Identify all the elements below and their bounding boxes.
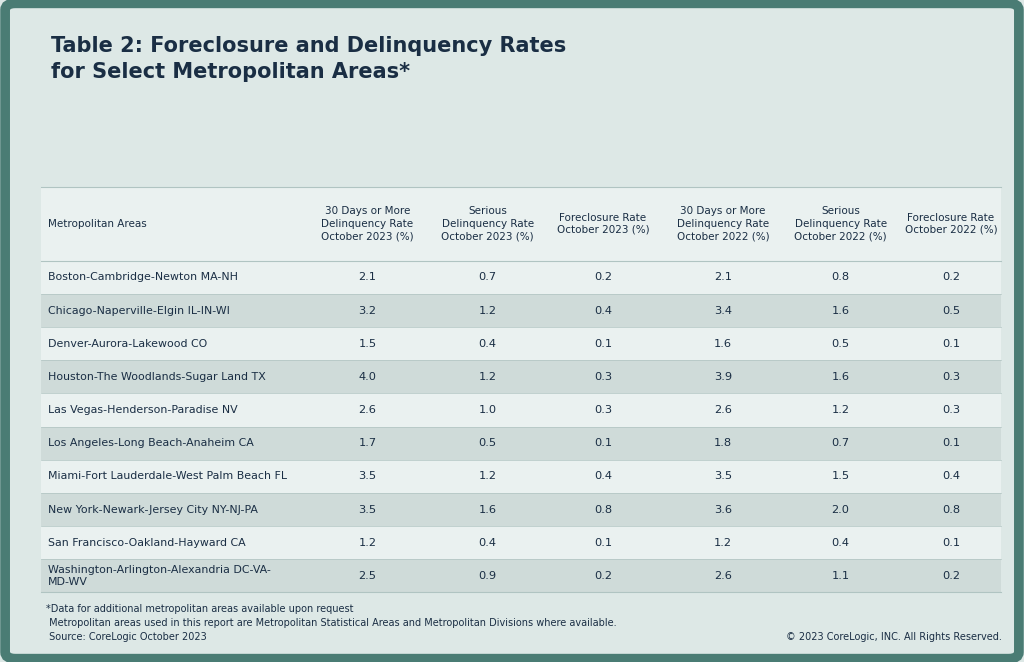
Text: 2.6: 2.6 <box>714 405 732 415</box>
Text: Houston-The Woodlands-Sugar Land TX: Houston-The Woodlands-Sugar Land TX <box>48 372 266 382</box>
Text: 4.0: 4.0 <box>358 372 377 382</box>
Text: 0.7: 0.7 <box>831 438 850 448</box>
Text: 0.2: 0.2 <box>594 571 612 581</box>
Text: Denver-Aurora-Lakewood CO: Denver-Aurora-Lakewood CO <box>48 339 208 349</box>
Text: 1.0: 1.0 <box>478 405 497 415</box>
Text: 3.4: 3.4 <box>714 306 732 316</box>
Text: 1.5: 1.5 <box>358 339 377 349</box>
Text: 2.5: 2.5 <box>358 571 377 581</box>
Text: 0.4: 0.4 <box>478 339 497 349</box>
Text: 3.6: 3.6 <box>714 504 732 514</box>
Text: Las Vegas-Henderson-Paradise NV: Las Vegas-Henderson-Paradise NV <box>48 405 238 415</box>
Text: Miami-Fort Lauderdale-West Palm Beach FL: Miami-Fort Lauderdale-West Palm Beach FL <box>48 471 287 481</box>
Text: *Data for additional metropolitan areas available upon request
 Metropolitan are: *Data for additional metropolitan areas … <box>46 604 616 641</box>
Text: 1.6: 1.6 <box>714 339 732 349</box>
Text: 0.4: 0.4 <box>594 306 612 316</box>
Text: 0.9: 0.9 <box>478 571 497 581</box>
Text: 0.2: 0.2 <box>942 272 961 283</box>
Text: 0.5: 0.5 <box>942 306 961 316</box>
Text: 1.2: 1.2 <box>478 372 497 382</box>
Text: 0.4: 0.4 <box>942 471 961 481</box>
Text: 0.4: 0.4 <box>478 538 497 547</box>
Text: 3.5: 3.5 <box>714 471 732 481</box>
Text: 0.3: 0.3 <box>594 372 612 382</box>
Text: 0.3: 0.3 <box>594 405 612 415</box>
Text: Chicago-Naperville-Elgin IL-IN-WI: Chicago-Naperville-Elgin IL-IN-WI <box>48 306 230 316</box>
Text: Los Angeles-Long Beach-Anaheim CA: Los Angeles-Long Beach-Anaheim CA <box>48 438 254 448</box>
Text: 0.1: 0.1 <box>594 339 612 349</box>
Text: Table 2: Foreclosure and Delinquency Rates
for Select Metropolitan Areas*: Table 2: Foreclosure and Delinquency Rat… <box>51 36 566 82</box>
Bar <box>41 526 1001 559</box>
Text: 1.5: 1.5 <box>831 471 850 481</box>
Text: 3.5: 3.5 <box>358 504 377 514</box>
Text: 1.6: 1.6 <box>478 504 497 514</box>
Text: 0.7: 0.7 <box>478 272 497 283</box>
Bar <box>41 427 1001 460</box>
Text: 2.1: 2.1 <box>358 272 377 283</box>
Text: Serious
Delinquency Rate
October 2023 (%): Serious Delinquency Rate October 2023 (%… <box>441 207 534 241</box>
Text: © 2023 CoreLogic, INC. All Rights Reserved.: © 2023 CoreLogic, INC. All Rights Reserv… <box>785 632 1001 642</box>
Text: 1.1: 1.1 <box>831 571 850 581</box>
Text: 2.6: 2.6 <box>358 405 377 415</box>
Text: Foreclosure Rate
October 2022 (%): Foreclosure Rate October 2022 (%) <box>905 213 997 235</box>
Bar <box>41 261 1001 294</box>
Text: 0.1: 0.1 <box>594 438 612 448</box>
Text: Boston-Cambridge-Newton MA-NH: Boston-Cambridge-Newton MA-NH <box>48 272 239 283</box>
Text: 0.1: 0.1 <box>942 538 961 547</box>
Text: 1.6: 1.6 <box>831 306 850 316</box>
Text: 1.2: 1.2 <box>714 538 732 547</box>
Bar <box>41 360 1001 393</box>
Text: 1.6: 1.6 <box>831 372 850 382</box>
Text: 3.2: 3.2 <box>358 306 377 316</box>
Text: 1.8: 1.8 <box>714 438 732 448</box>
Text: 1.7: 1.7 <box>358 438 377 448</box>
Text: 0.4: 0.4 <box>594 471 612 481</box>
Text: 1.2: 1.2 <box>478 306 497 316</box>
Text: Serious
Delinquency Rate
October 2022 (%): Serious Delinquency Rate October 2022 (%… <box>795 207 887 241</box>
Text: 0.3: 0.3 <box>942 405 961 415</box>
FancyBboxPatch shape <box>5 3 1019 659</box>
Text: 0.5: 0.5 <box>478 438 497 448</box>
Text: 1.2: 1.2 <box>831 405 850 415</box>
Text: Metropolitan Areas: Metropolitan Areas <box>48 218 146 229</box>
Bar <box>41 393 1001 427</box>
Text: 1.2: 1.2 <box>478 471 497 481</box>
Text: 0.1: 0.1 <box>942 339 961 349</box>
Text: 1.2: 1.2 <box>358 538 377 547</box>
Text: 0.5: 0.5 <box>831 339 850 349</box>
Text: 30 Days or More
Delinquency Rate
October 2023 (%): 30 Days or More Delinquency Rate October… <box>322 207 414 241</box>
Text: 3.9: 3.9 <box>714 372 732 382</box>
Text: 2.0: 2.0 <box>831 504 850 514</box>
Bar <box>41 460 1001 493</box>
Text: New York-Newark-Jersey City NY-NJ-PA: New York-Newark-Jersey City NY-NJ-PA <box>48 504 258 514</box>
Text: 0.4: 0.4 <box>831 538 850 547</box>
Text: 30 Days or More
Delinquency Rate
October 2022 (%): 30 Days or More Delinquency Rate October… <box>677 207 769 241</box>
Text: 2.6: 2.6 <box>714 571 732 581</box>
Text: Foreclosure Rate
October 2023 (%): Foreclosure Rate October 2023 (%) <box>557 213 649 235</box>
Bar <box>41 493 1001 526</box>
Text: San Francisco-Oakland-Hayward CA: San Francisco-Oakland-Hayward CA <box>48 538 246 547</box>
Text: 0.3: 0.3 <box>942 372 961 382</box>
Text: 0.8: 0.8 <box>942 504 961 514</box>
Text: 2.1: 2.1 <box>714 272 732 283</box>
Text: 0.8: 0.8 <box>831 272 850 283</box>
Text: 3.5: 3.5 <box>358 471 377 481</box>
Text: 0.8: 0.8 <box>594 504 612 514</box>
Bar <box>41 187 1001 261</box>
Text: 0.1: 0.1 <box>942 438 961 448</box>
Text: Washington-Arlington-Alexandria DC-VA-
MD-WV: Washington-Arlington-Alexandria DC-VA- M… <box>48 565 271 587</box>
Text: 0.1: 0.1 <box>594 538 612 547</box>
Bar <box>41 327 1001 360</box>
Bar <box>41 294 1001 327</box>
Text: 0.2: 0.2 <box>942 571 961 581</box>
Bar <box>41 559 1001 592</box>
Text: 0.2: 0.2 <box>594 272 612 283</box>
